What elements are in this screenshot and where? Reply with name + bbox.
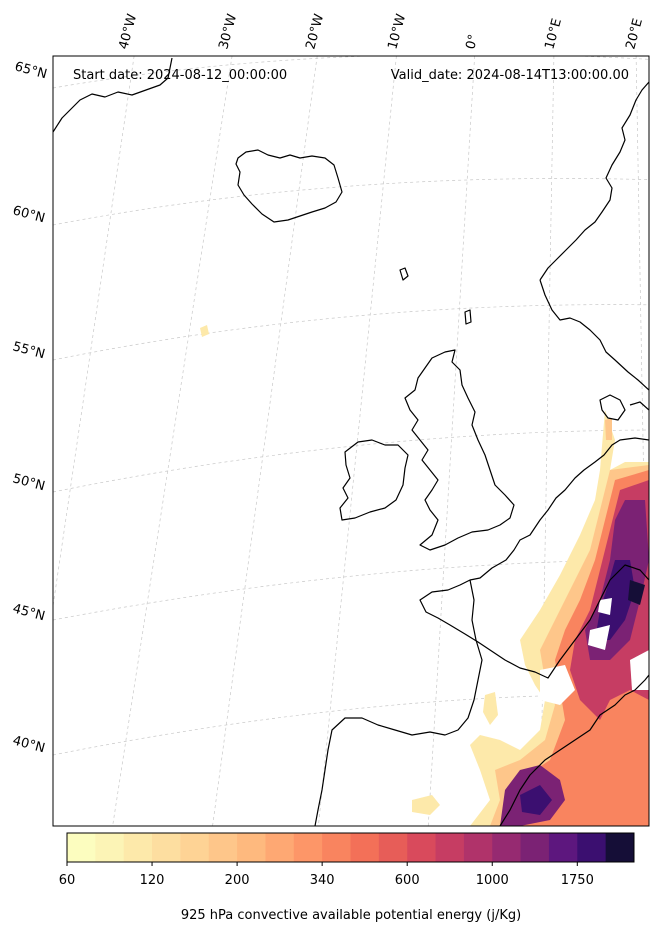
lat-label-4: 45°N bbox=[11, 601, 47, 624]
parallel-40n bbox=[53, 694, 649, 756]
colorbar-segment-5 bbox=[208, 833, 238, 862]
start-date-label: Start date: 2024-08-12_00:00:00 bbox=[73, 68, 287, 83]
colorbar-tick-label-4: 600 bbox=[395, 873, 420, 888]
cape-gap-2 bbox=[588, 625, 610, 650]
parallel-65n bbox=[53, 56, 649, 89]
meridian-10w bbox=[318, 56, 397, 826]
meridian-0 bbox=[427, 56, 475, 826]
longitude-labels: 40°W 30°W 20°W 10°W 0° 10°E 20°E bbox=[116, 12, 646, 51]
colorbar-segment-12 bbox=[407, 833, 437, 862]
lon-label-5: 10°E bbox=[542, 17, 565, 51]
colorbar-tick-label-5: 1000 bbox=[476, 873, 509, 888]
lon-label-4: 0° bbox=[463, 33, 481, 51]
colorbar-segment-2 bbox=[123, 833, 153, 862]
cape-band-6 bbox=[595, 560, 635, 640]
colorbar-segment-14 bbox=[463, 833, 493, 862]
cape-field bbox=[200, 325, 649, 826]
colorbar-frame bbox=[66, 832, 635, 863]
colorbar-tick-label-0: 60 bbox=[59, 873, 76, 888]
colorbar-segment-16 bbox=[520, 833, 550, 862]
lat-label-2: 55°N bbox=[11, 339, 47, 362]
lon-label-6: 20°E bbox=[623, 17, 646, 51]
latitude-labels: 65°N 60°N 55°N 50°N 45°N 40°N bbox=[11, 59, 49, 756]
colorbar-segment-8 bbox=[293, 833, 323, 862]
cape-patch-morocco bbox=[412, 795, 440, 815]
colorbar-segment-18 bbox=[577, 833, 607, 862]
colorbar-tick-label-3: 340 bbox=[310, 873, 335, 888]
coast-great-britain bbox=[404, 349, 515, 551]
colorbar bbox=[67, 833, 635, 862]
coast-shetland bbox=[464, 309, 472, 325]
colorbar-segment-10 bbox=[350, 833, 380, 862]
coast-faroe bbox=[399, 267, 409, 281]
colorbar-segment-6 bbox=[237, 833, 266, 862]
map-frame bbox=[52, 55, 650, 827]
colorbar-segment-11 bbox=[378, 833, 408, 862]
colorbar-segment-9 bbox=[322, 833, 351, 862]
colorbar-tick-label-1: 120 bbox=[140, 873, 165, 888]
lon-label-3: 10°W bbox=[385, 12, 409, 51]
valid-date-label: Valid_date: 2024-08-14T13:00:00.00 bbox=[391, 68, 629, 83]
colorbar-tick-label-2: 200 bbox=[225, 873, 250, 888]
colorbar-ticks: 60 120 200 340 600 1000 1750 bbox=[59, 862, 594, 888]
parallel-50n bbox=[53, 429, 649, 493]
colorbar-segment-7 bbox=[265, 833, 295, 862]
colorbar-tick-label-6: 1750 bbox=[561, 873, 594, 888]
coast-iberia bbox=[314, 579, 483, 826]
coast-norway bbox=[539, 81, 649, 281]
meridian-20w bbox=[212, 56, 318, 826]
colorbar-segment-4 bbox=[180, 833, 210, 862]
map-content bbox=[53, 56, 649, 826]
parallel-55n bbox=[53, 304, 649, 361]
coast-south-norway bbox=[539, 279, 649, 391]
colorbar-title: 925 hPa convective available potential e… bbox=[181, 908, 521, 923]
cape-patch-spain bbox=[483, 692, 498, 725]
cape-patch-atlantic bbox=[200, 325, 209, 337]
cape-band-7 bbox=[628, 580, 645, 605]
lat-label-1: 60°N bbox=[11, 203, 47, 226]
coast-ireland bbox=[339, 439, 409, 521]
colorbar-segment-0 bbox=[67, 833, 96, 862]
lon-label-1: 30°W bbox=[216, 12, 240, 51]
coastlines bbox=[53, 57, 649, 826]
coast-baltic bbox=[629, 401, 649, 411]
lat-label-5: 40°N bbox=[11, 733, 47, 756]
coast-iceland bbox=[235, 149, 343, 223]
coast-greenland bbox=[53, 57, 173, 133]
lon-label-0: 40°W bbox=[116, 12, 140, 51]
coast-denmark bbox=[599, 394, 626, 421]
colorbar-segment-17 bbox=[548, 833, 578, 862]
cape-band-south-core bbox=[520, 785, 552, 815]
cape-gap-4 bbox=[540, 665, 575, 705]
cape-patch-north bbox=[605, 418, 612, 440]
lon-label-2: 20°W bbox=[303, 12, 327, 51]
lat-label-3: 50°N bbox=[11, 471, 47, 494]
colorbar-segment-13 bbox=[435, 833, 465, 862]
lat-label-0: 65°N bbox=[13, 59, 49, 82]
coast-continent bbox=[419, 437, 649, 679]
colorbar-segment-3 bbox=[152, 833, 181, 862]
colorbar-segment-19 bbox=[605, 833, 635, 862]
cape-gap-1 bbox=[598, 598, 612, 615]
coast-mediterranean bbox=[499, 674, 649, 826]
colorbar-segment-15 bbox=[492, 833, 522, 862]
colorbar-segment-1 bbox=[95, 833, 125, 862]
